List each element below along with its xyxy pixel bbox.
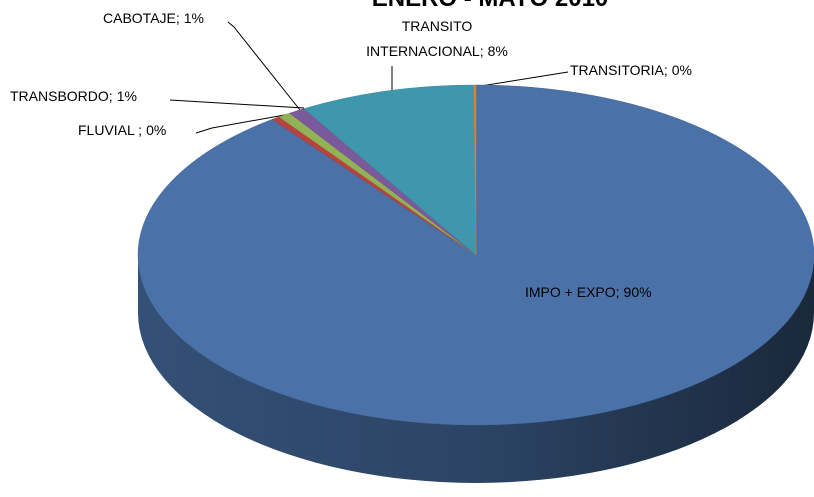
label-name: TRANSBORDO;	[10, 88, 113, 104]
label-value: 1%	[183, 10, 204, 26]
label-name: TRANSITORIA;	[570, 62, 668, 78]
data-label: CABOTAJE; 1%	[103, 6, 204, 31]
data-label: IMPO + EXPO; 90%	[525, 280, 652, 305]
label-name: CABOTAJE;	[103, 10, 180, 26]
pie-side	[138, 255, 814, 483]
leader-line	[227, 21, 301, 111]
leader-line	[169, 99, 305, 109]
label-value: 8%	[487, 43, 508, 59]
leader-line	[480, 71, 569, 87]
chart-title: ENERO - MAYO 2010	[0, 0, 814, 13]
label-value: 0%	[671, 62, 692, 78]
label-name: TRANSITO INTERNACIONAL;	[366, 18, 484, 59]
slice	[303, 84, 477, 256]
leader-line	[195, 113, 291, 134]
leader-lines	[169, 21, 569, 134]
slice	[473, 84, 477, 256]
data-label: TRANSBORDO; 1%	[10, 84, 137, 109]
label-value: 90%	[623, 284, 652, 300]
slice-side	[138, 255, 814, 483]
label-value: 1%	[116, 88, 137, 104]
data-label: TRANSITO INTERNACIONAL; 8%	[342, 14, 532, 64]
label-value: 0%	[146, 122, 167, 138]
pie-top	[137, 84, 814, 426]
data-label: TRANSITORIA; 0%	[570, 58, 692, 83]
label-name: FLUVIAL ;	[78, 122, 143, 138]
label-name: IMPO + EXPO;	[525, 284, 620, 300]
data-label: FLUVIAL ; 0%	[78, 118, 166, 143]
